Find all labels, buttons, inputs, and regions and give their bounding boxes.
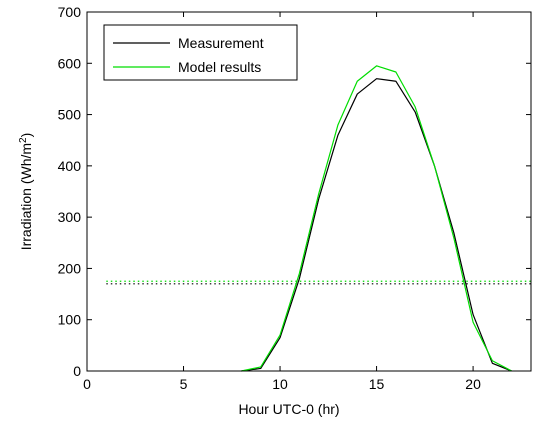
y-tick-label: 200	[58, 260, 82, 276]
y-tick-label: 300	[58, 209, 82, 225]
x-tick-label: 5	[180, 376, 188, 392]
legend-box	[103, 24, 298, 81]
series-line-model-results	[241, 65, 512, 372]
y-tick-label: 100	[58, 312, 82, 328]
y-tick-label: 0	[73, 363, 81, 379]
axes-box	[86, 11, 532, 372]
x-axis-label: Hour UTC-0 (hr)	[238, 401, 339, 417]
y-tick-label: 700	[58, 4, 82, 20]
y-tick-label: 600	[58, 55, 82, 71]
y-tick-label: 500	[58, 107, 82, 123]
y-tick-label: 400	[58, 158, 82, 174]
series-line-measurement	[241, 78, 512, 372]
x-tick-label: 20	[465, 376, 481, 392]
y-axis-label: Irradiation (Wh/m2)	[18, 133, 34, 251]
x-tick-label: 15	[369, 376, 385, 392]
legend: Measurement Model results	[103, 24, 298, 81]
legend-label-model-results: Model results	[178, 59, 261, 75]
legend-label-measurement: Measurement	[178, 35, 264, 51]
x-tick-label: 0	[83, 376, 91, 392]
x-tick-label: 10	[272, 376, 288, 392]
